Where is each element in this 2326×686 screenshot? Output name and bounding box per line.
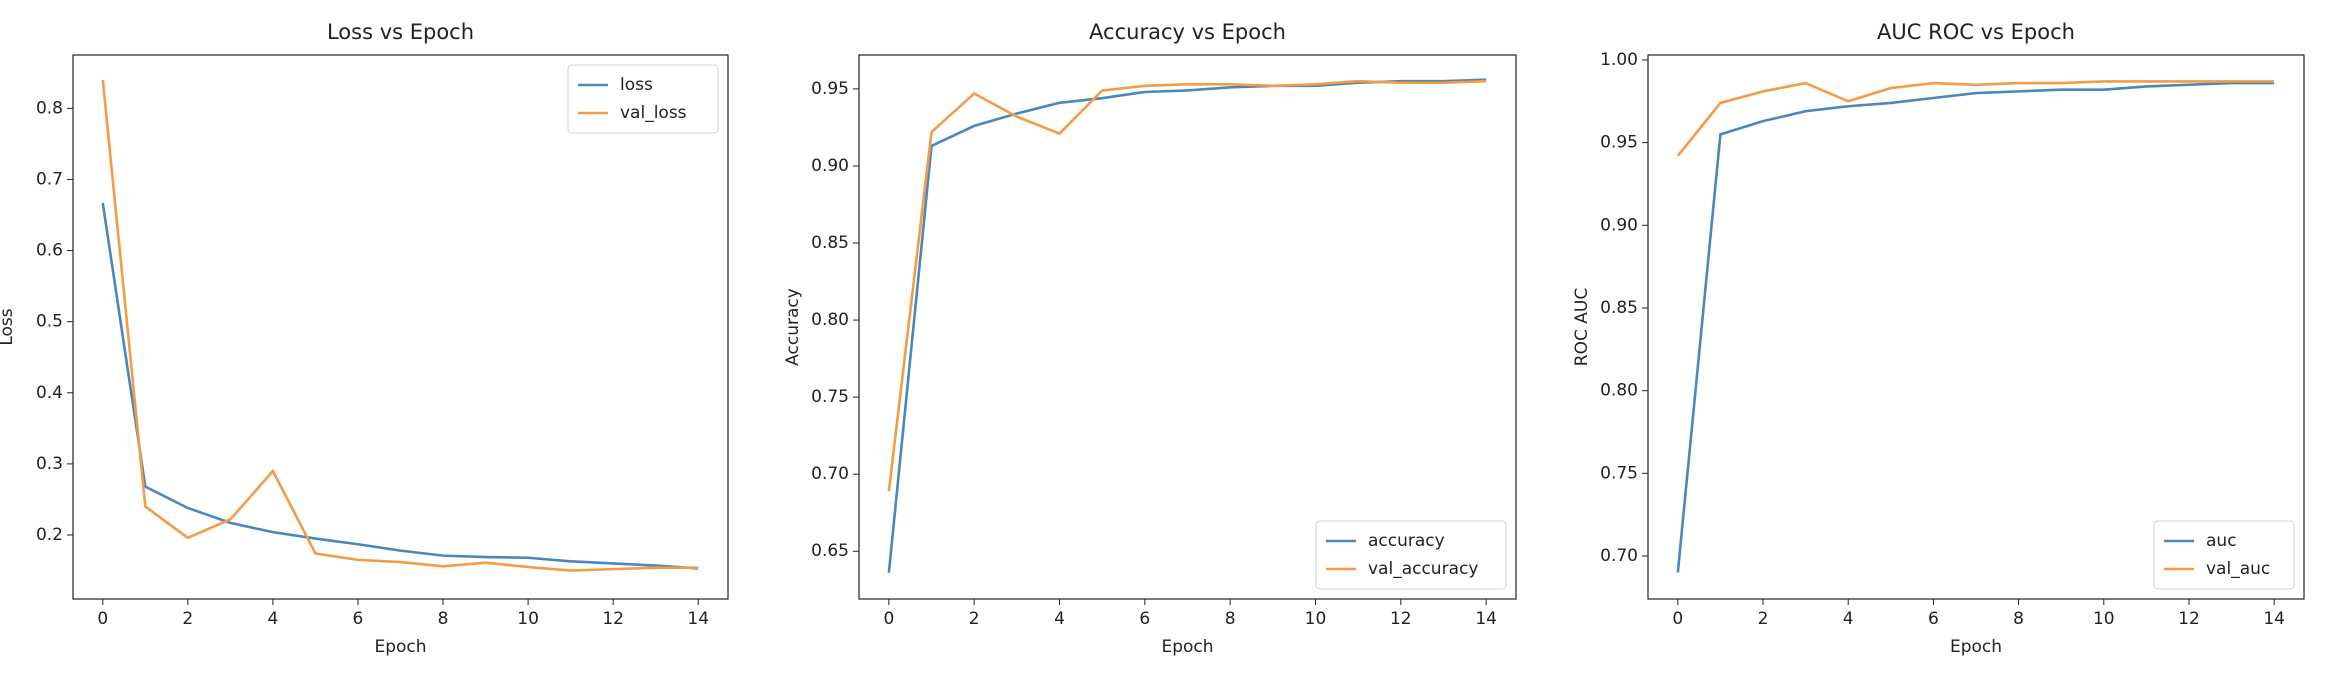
x-axis-label: Epoch (1950, 637, 2002, 657)
x-tick-label: 12 (1390, 609, 1412, 629)
chart-title: Accuracy vs Epoch (1089, 20, 1286, 44)
legend-box (2153, 520, 2295, 590)
x-tick-label: 6 (353, 609, 364, 629)
x-axis-label: Epoch (1161, 637, 1213, 657)
series-line (101, 202, 699, 570)
series-line (1676, 81, 2275, 573)
legend-label: loss (620, 75, 653, 95)
legend-box (567, 64, 719, 134)
x-tick-label: 14 (2263, 609, 2285, 629)
x-tick-label: 8 (438, 609, 449, 629)
series-line (887, 78, 1487, 573)
x-tick-label: 14 (687, 609, 709, 629)
legend: auc val_auc (2153, 520, 2295, 590)
chart-title: AUC ROC vs Epoch (1877, 20, 2075, 44)
legend-label: accuracy (1368, 531, 1445, 551)
legend-label: auc (2206, 531, 2237, 551)
y-tick-label: 0.3 (36, 454, 63, 474)
y-tick-label: 0.90 (1600, 215, 1638, 235)
legend-label: val_auc (2206, 559, 2270, 579)
x-tick-label: 2 (969, 609, 980, 629)
y-axis-label: ROC AUC (1572, 288, 1592, 366)
y-tick-label: 0.90 (811, 156, 849, 176)
legend-label: val_accuracy (1368, 559, 1478, 579)
x-tick-label: 0 (1672, 609, 1683, 629)
x-tick-label: 4 (267, 609, 278, 629)
y-tick-label: 0.85 (811, 233, 849, 253)
y-tick-label: 0.8 (36, 98, 63, 118)
y-tick-label: 0.80 (811, 310, 849, 330)
x-tick-label: 6 (1928, 609, 1939, 629)
y-tick-label: 0.4 (36, 383, 63, 403)
x-tick-label: 0 (97, 609, 108, 629)
y-tick-label: 0.75 (1600, 463, 1638, 483)
plot-frame (72, 54, 729, 600)
chart-title: Loss vs Epoch (327, 20, 474, 44)
legend: accuracy val_accuracy (1315, 520, 1507, 590)
x-tick-label: 0 (883, 609, 894, 629)
y-tick-label: 0.95 (1600, 133, 1638, 153)
y-tick-label: 0.85 (1600, 298, 1638, 318)
y-axis-label: Loss (0, 308, 17, 345)
x-tick-label: 10 (2093, 609, 2115, 629)
series-line (101, 79, 699, 572)
y-axis-label: Accuracy (783, 288, 803, 366)
y-tick-label: 0.80 (1600, 381, 1638, 401)
x-tick-label: 12 (602, 609, 624, 629)
x-tick-label: 10 (517, 609, 539, 629)
x-tick-label: 10 (1305, 609, 1327, 629)
series-line (1676, 80, 2275, 157)
x-tick-label: 8 (1225, 609, 1236, 629)
y-tick-label: 0.65 (811, 541, 849, 561)
legend-box (1315, 520, 1507, 590)
plot-frame (858, 54, 1517, 600)
x-axis-label: Epoch (374, 637, 426, 657)
x-tick-label: 2 (1758, 609, 1769, 629)
legend-label: val_loss (620, 103, 687, 123)
x-tick-label: 8 (2013, 609, 2024, 629)
x-tick-label: 4 (1843, 609, 1854, 629)
y-tick-label: 0.6 (36, 241, 63, 261)
x-tick-label: 6 (1139, 609, 1150, 629)
y-tick-label: 0.5 (36, 312, 63, 332)
y-tick-label: 0.95 (811, 79, 849, 99)
series-line (887, 79, 1487, 492)
y-tick-label: 0.75 (811, 387, 849, 407)
y-tick-label: 0.70 (1600, 546, 1638, 566)
x-tick-label: 14 (1475, 609, 1497, 629)
x-tick-label: 12 (2178, 609, 2200, 629)
y-tick-label: 1.00 (1600, 50, 1638, 70)
x-tick-label: 2 (182, 609, 193, 629)
x-tick-label: 4 (1054, 609, 1065, 629)
y-tick-label: 0.7 (36, 169, 63, 189)
y-tick-label: 0.2 (36, 525, 63, 545)
y-tick-label: 0.70 (811, 464, 849, 484)
plot-frame (1647, 54, 2305, 600)
legend: loss val_loss (567, 64, 719, 134)
